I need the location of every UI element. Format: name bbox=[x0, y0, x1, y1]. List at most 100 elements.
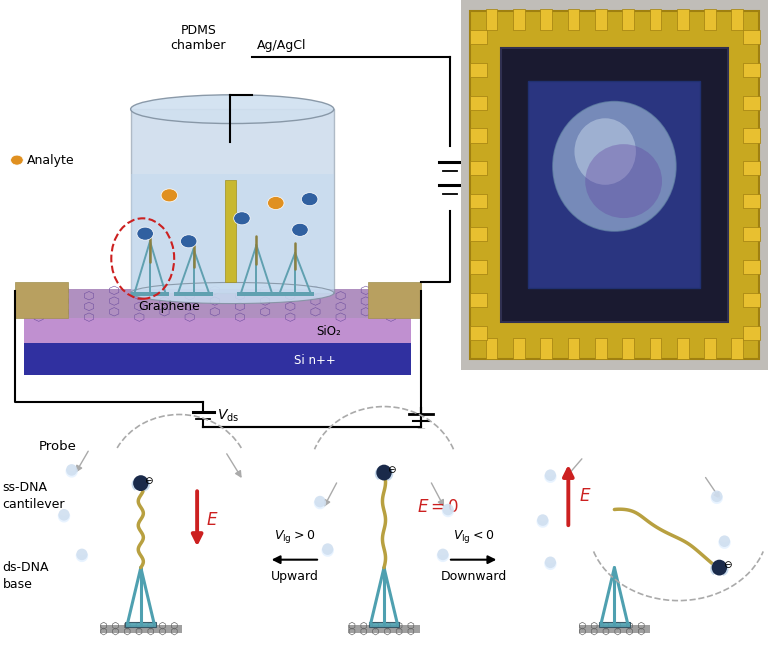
Bar bbox=[743, 325, 760, 340]
Circle shape bbox=[292, 223, 308, 236]
Circle shape bbox=[376, 465, 392, 480]
Text: SiO₂: SiO₂ bbox=[316, 325, 342, 338]
Circle shape bbox=[58, 509, 70, 521]
Wedge shape bbox=[442, 509, 454, 517]
Circle shape bbox=[322, 543, 333, 555]
Bar bbox=[470, 227, 487, 241]
Bar bbox=[595, 338, 607, 358]
Bar bbox=[704, 338, 716, 358]
Bar bbox=[501, 48, 728, 321]
Wedge shape bbox=[314, 501, 326, 510]
Bar bbox=[622, 338, 634, 358]
Bar bbox=[131, 292, 170, 296]
Text: PDMS
chamber: PDMS chamber bbox=[170, 24, 226, 52]
Circle shape bbox=[314, 496, 326, 508]
Bar bbox=[568, 338, 579, 358]
Bar bbox=[743, 129, 760, 143]
Bar bbox=[131, 109, 334, 293]
Wedge shape bbox=[537, 519, 549, 528]
Circle shape bbox=[137, 227, 154, 240]
Bar bbox=[568, 9, 579, 30]
Bar bbox=[743, 96, 760, 110]
Circle shape bbox=[545, 469, 556, 481]
Bar bbox=[743, 161, 760, 176]
Text: ss-DNA
cantilever: ss-DNA cantilever bbox=[2, 481, 65, 512]
Circle shape bbox=[711, 490, 723, 502]
Ellipse shape bbox=[574, 118, 636, 185]
Wedge shape bbox=[386, 468, 393, 481]
Bar bbox=[485, 338, 498, 358]
Bar bbox=[237, 292, 276, 296]
Circle shape bbox=[719, 535, 730, 547]
Bar bbox=[541, 9, 552, 30]
Bar bbox=[650, 338, 661, 358]
Wedge shape bbox=[710, 562, 717, 575]
Wedge shape bbox=[143, 478, 150, 492]
Bar bbox=[25, 343, 412, 376]
Circle shape bbox=[180, 235, 197, 248]
Bar bbox=[743, 30, 760, 44]
Bar bbox=[15, 282, 68, 318]
Bar bbox=[470, 161, 487, 176]
Bar bbox=[743, 194, 760, 209]
Polygon shape bbox=[25, 289, 412, 318]
Bar bbox=[225, 180, 236, 282]
Bar bbox=[470, 129, 487, 143]
Circle shape bbox=[712, 560, 727, 576]
Bar bbox=[541, 338, 552, 358]
Bar bbox=[704, 9, 716, 30]
Bar bbox=[368, 282, 421, 318]
Circle shape bbox=[537, 514, 548, 526]
Wedge shape bbox=[545, 475, 557, 483]
Text: Ag/AgCl: Ag/AgCl bbox=[257, 40, 306, 52]
Text: Downward: Downward bbox=[441, 570, 507, 583]
Bar bbox=[622, 9, 634, 30]
Bar bbox=[677, 338, 688, 358]
Text: ds-DNA
base: ds-DNA base bbox=[2, 560, 49, 591]
Text: Au/Cr: Au/Cr bbox=[378, 292, 411, 306]
Circle shape bbox=[267, 197, 284, 209]
Bar bbox=[470, 325, 487, 340]
Bar bbox=[677, 9, 688, 30]
Text: Si n++: Si n++ bbox=[293, 354, 336, 366]
Bar bbox=[125, 622, 156, 627]
Bar bbox=[731, 338, 743, 358]
Wedge shape bbox=[718, 541, 730, 549]
Text: $\ominus$: $\ominus$ bbox=[144, 475, 154, 486]
Circle shape bbox=[133, 475, 148, 491]
Wedge shape bbox=[76, 554, 88, 562]
Bar bbox=[743, 227, 760, 241]
Wedge shape bbox=[545, 562, 557, 570]
Bar bbox=[131, 174, 334, 293]
Text: $V_{\rm ds}$: $V_{\rm ds}$ bbox=[217, 407, 239, 424]
Bar bbox=[599, 622, 630, 627]
Text: Au/Cr: Au/Cr bbox=[25, 292, 58, 306]
Bar bbox=[595, 9, 607, 30]
Text: Analyte: Analyte bbox=[27, 154, 74, 168]
Ellipse shape bbox=[553, 102, 676, 231]
Text: Upward: Upward bbox=[270, 570, 319, 583]
Bar bbox=[470, 96, 487, 110]
Bar bbox=[513, 9, 525, 30]
Wedge shape bbox=[65, 469, 78, 478]
Bar bbox=[528, 81, 700, 288]
Circle shape bbox=[437, 548, 449, 560]
Bar bbox=[276, 292, 315, 296]
Text: $E$: $E$ bbox=[578, 487, 591, 506]
Text: $E = 0$: $E = 0$ bbox=[417, 498, 459, 516]
Ellipse shape bbox=[585, 144, 662, 218]
Wedge shape bbox=[58, 514, 70, 523]
Circle shape bbox=[545, 556, 556, 568]
Text: $V_{\rm lg} < 0$: $V_{\rm lg} < 0$ bbox=[453, 528, 495, 545]
Bar bbox=[513, 338, 525, 358]
Text: $\ominus$: $\ominus$ bbox=[723, 560, 733, 570]
Wedge shape bbox=[722, 563, 729, 576]
Bar bbox=[470, 194, 487, 209]
Bar bbox=[470, 260, 487, 274]
Bar bbox=[485, 9, 498, 30]
Bar bbox=[369, 622, 399, 627]
Text: Graphene: Graphene bbox=[138, 300, 200, 313]
Text: $V_{\rm lg} > 0$: $V_{\rm lg} > 0$ bbox=[273, 528, 315, 545]
Text: $V_{\rm lg}$: $V_{\rm lg}$ bbox=[467, 165, 486, 183]
Bar bbox=[174, 292, 213, 296]
